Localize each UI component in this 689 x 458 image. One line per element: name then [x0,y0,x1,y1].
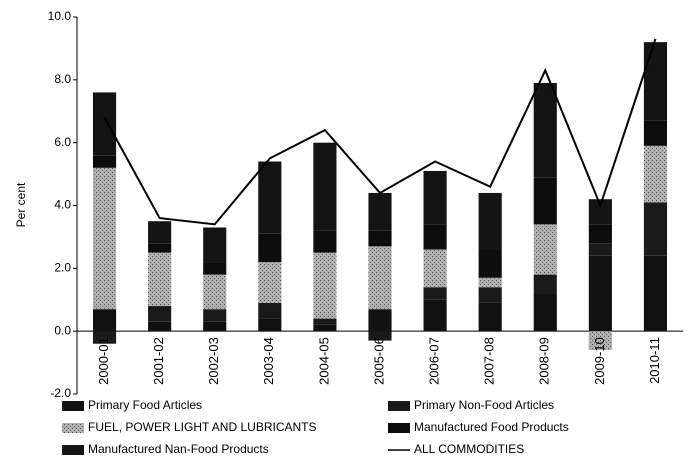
bar-segment [478,277,502,288]
bar-segment [313,142,337,231]
bar-segment [148,221,172,244]
bar-segment [533,293,557,332]
bar-segment [148,306,172,322]
bar-segment [423,170,447,225]
x-tick-label: 2004-05 [316,337,331,385]
bar-segment [588,331,612,351]
bar-segment [148,243,172,253]
bar-segment [258,318,282,332]
x-tick-label: 2001-02 [151,337,166,385]
bar-segment [92,155,117,168]
x-tick-label: 2005-06 [371,337,386,385]
bar-segment [258,233,282,263]
bar-segment [643,42,668,121]
bar-segment [203,274,227,310]
bar-segment [533,224,557,275]
x-tick-label: 2010-11 [647,337,662,384]
bar-segment [368,192,392,231]
bar-segment [313,230,337,253]
y-tick-label: 8.0 [54,72,71,86]
bar-segment [92,92,117,156]
y-tick-label: 0.0 [54,323,71,337]
legend-label: ALL COMMODITIES [414,442,524,456]
bar-segment [92,167,117,310]
bar-segment [533,177,557,225]
bar-segment [92,309,117,332]
legend-swatch [388,401,410,411]
bar-segment [203,227,227,263]
y-tick-label: -2.0 [50,386,71,400]
bar-segment [368,246,392,310]
bar-segment [258,302,282,319]
y-axis-label: Per cent [14,182,28,227]
legend-swatch [62,401,84,411]
bar-segment [643,202,668,256]
bar-segment [588,224,612,244]
legend-label: Primary Non-Food Articles [414,398,554,412]
bar-segment [423,299,447,332]
x-tick-label: 2000-01 [96,337,111,385]
bar-segment [203,321,227,332]
bar-segment [313,318,337,325]
bar-segment [478,192,502,250]
x-tick-label: 2007-08 [482,337,497,385]
legend-label: FUEL, POWER LIGHT AND LUBRICANTS [88,420,317,434]
bar-segment [258,161,282,234]
bar-segment [203,262,227,275]
bar-segment [368,331,392,341]
bar-segment [643,120,668,146]
x-tick-label: 2008-09 [537,337,552,385]
legend-label: Primary Food Articles [88,398,202,412]
bar-segment [478,287,502,303]
legend-label: Manufactured Nan-Food Products [88,442,269,456]
bar-segment [203,309,227,322]
y-tick-label: 10.0 [48,9,72,23]
bar-segment [148,321,172,332]
x-tick-label: 2006-07 [427,337,442,385]
line [103,38,657,226]
x-tick-label: 2009-10 [592,337,607,385]
bar-segment [313,324,337,332]
bar-segment [148,252,172,307]
y-tick-label: 4.0 [54,198,71,212]
bar-segment [368,309,392,332]
x-tick-label: 2003-04 [261,337,276,385]
bar-segment [588,199,612,225]
bar-segment [533,82,557,178]
bar-segment [478,249,502,278]
x-tick-label: 2002-03 [206,337,221,385]
bar-segment [258,262,282,303]
bar-segment [313,252,337,319]
bar-segment [423,249,447,288]
bar-segment [368,230,392,247]
legend-swatch [62,445,84,455]
y-tick-label: 2.0 [54,261,71,275]
bar-segment [533,274,557,294]
bar-segment [643,145,668,203]
bar-segment [588,243,612,256]
bar-segment [588,255,612,332]
bar-segment [92,331,117,344]
bar-segment [423,224,447,250]
bar-segment [478,302,502,332]
bar-segment [423,287,447,300]
y-tick-label: 6.0 [54,135,71,149]
legend-label: Manufactured Food Products [414,420,569,434]
legend-swatch [388,423,410,433]
legend-swatch [62,423,84,433]
bar-segment [643,255,668,332]
